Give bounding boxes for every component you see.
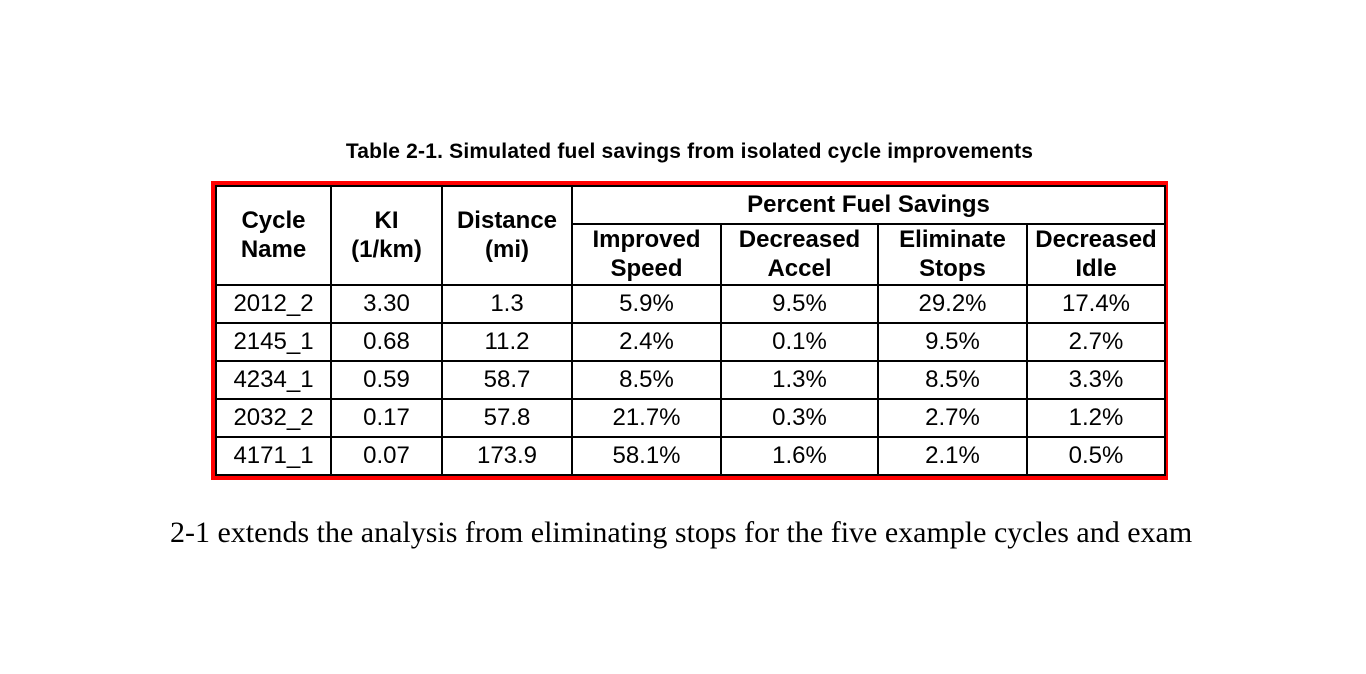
table-row: 2145_1 0.68 11.2 2.4% 0.1% 9.5% 2.7% xyxy=(215,321,1167,362)
cell-cycle-name: 2012_2 xyxy=(215,283,332,324)
cell-ki: 0.59 xyxy=(330,359,443,400)
cell-distance: 57.8 xyxy=(441,397,573,438)
cell-cycle-name: 2145_1 xyxy=(215,321,332,362)
col-group-header-percent-fuel-savings: Percent Fuel Savings xyxy=(570,185,1167,225)
cell-decreased-idle: 2.7% xyxy=(1025,321,1167,362)
cell-eliminate-stops: 29.2% xyxy=(877,283,1028,324)
cell-distance: 11.2 xyxy=(441,321,573,362)
col-header-distance: Distance (mi) xyxy=(441,185,573,286)
cell-decreased-idle: 0.5% xyxy=(1025,435,1167,476)
cell-improved-speed: 21.7% xyxy=(571,397,722,438)
body-text: 2-1 extends the analysis from eliminatin… xyxy=(170,516,1193,549)
cell-improved-speed: 5.9% xyxy=(571,283,722,324)
cell-decreased-accel: 0.1% xyxy=(720,321,879,362)
table-red-frame: Cycle Name KI (1/km) Distance (mi) Perce… xyxy=(211,181,1168,480)
col-header-cycle-name: Cycle Name xyxy=(215,185,332,286)
cell-distance: 1.3 xyxy=(441,283,573,324)
cell-decreased-accel: 0.3% xyxy=(720,397,879,438)
col-header-eliminate-stops: Eliminate Stops xyxy=(877,223,1028,286)
cell-cycle-name: 4171_1 xyxy=(215,435,332,476)
cell-decreased-idle: 3.3% xyxy=(1025,359,1167,400)
cell-eliminate-stops: 2.7% xyxy=(877,397,1028,438)
col-header-decreased-accel: Decreased Accel xyxy=(720,223,879,286)
col-header-ki: KI (1/km) xyxy=(330,185,443,286)
cell-cycle-name: 2032_2 xyxy=(215,397,332,438)
cell-ki: 0.68 xyxy=(330,321,443,362)
header-row-group: Cycle Name KI (1/km) Distance (mi) Perce… xyxy=(215,185,1167,286)
fuel-savings-table: Cycle Name KI (1/km) Distance (mi) Perce… xyxy=(215,185,1167,476)
table-caption: Table 2-1. Simulated fuel savings from i… xyxy=(345,140,1034,163)
cell-ki: 3.30 xyxy=(330,283,443,324)
cell-ki: 0.17 xyxy=(330,397,443,438)
table-row: 2012_2 3.30 1.3 5.9% 9.5% 29.2% 17.4% xyxy=(215,283,1167,324)
col-header-decreased-idle: Decreased Idle xyxy=(1025,223,1167,286)
cell-improved-speed: 2.4% xyxy=(571,321,722,362)
cell-cycle-name: 4234_1 xyxy=(215,359,332,400)
cell-improved-speed: 58.1% xyxy=(571,435,722,476)
cell-eliminate-stops: 9.5% xyxy=(877,321,1028,362)
cell-decreased-accel: 1.6% xyxy=(720,435,879,476)
cell-distance: 173.9 xyxy=(441,435,573,476)
table-row: 2032_2 0.17 57.8 21.7% 0.3% 2.7% 1.2% xyxy=(215,397,1167,438)
cell-distance: 58.7 xyxy=(441,359,573,400)
cell-eliminate-stops: 2.1% xyxy=(877,435,1028,476)
cell-decreased-idle: 17.4% xyxy=(1025,283,1167,324)
cell-decreased-accel: 1.3% xyxy=(720,359,879,400)
cell-ki: 0.07 xyxy=(330,435,443,476)
cell-improved-speed: 8.5% xyxy=(571,359,722,400)
cell-decreased-idle: 1.2% xyxy=(1025,397,1167,438)
table-row: 4234_1 0.59 58.7 8.5% 1.3% 8.5% 3.3% xyxy=(215,359,1167,400)
table-row: 4171_1 0.07 173.9 58.1% 1.6% 2.1% 0.5% xyxy=(215,435,1167,476)
col-header-improved-speed: Improved Speed xyxy=(571,223,722,286)
header-row-sub: Improved Speed Decreased Accel Eliminate… xyxy=(216,223,1167,286)
cell-eliminate-stops: 8.5% xyxy=(877,359,1028,400)
cell-decreased-accel: 9.5% xyxy=(720,283,879,324)
